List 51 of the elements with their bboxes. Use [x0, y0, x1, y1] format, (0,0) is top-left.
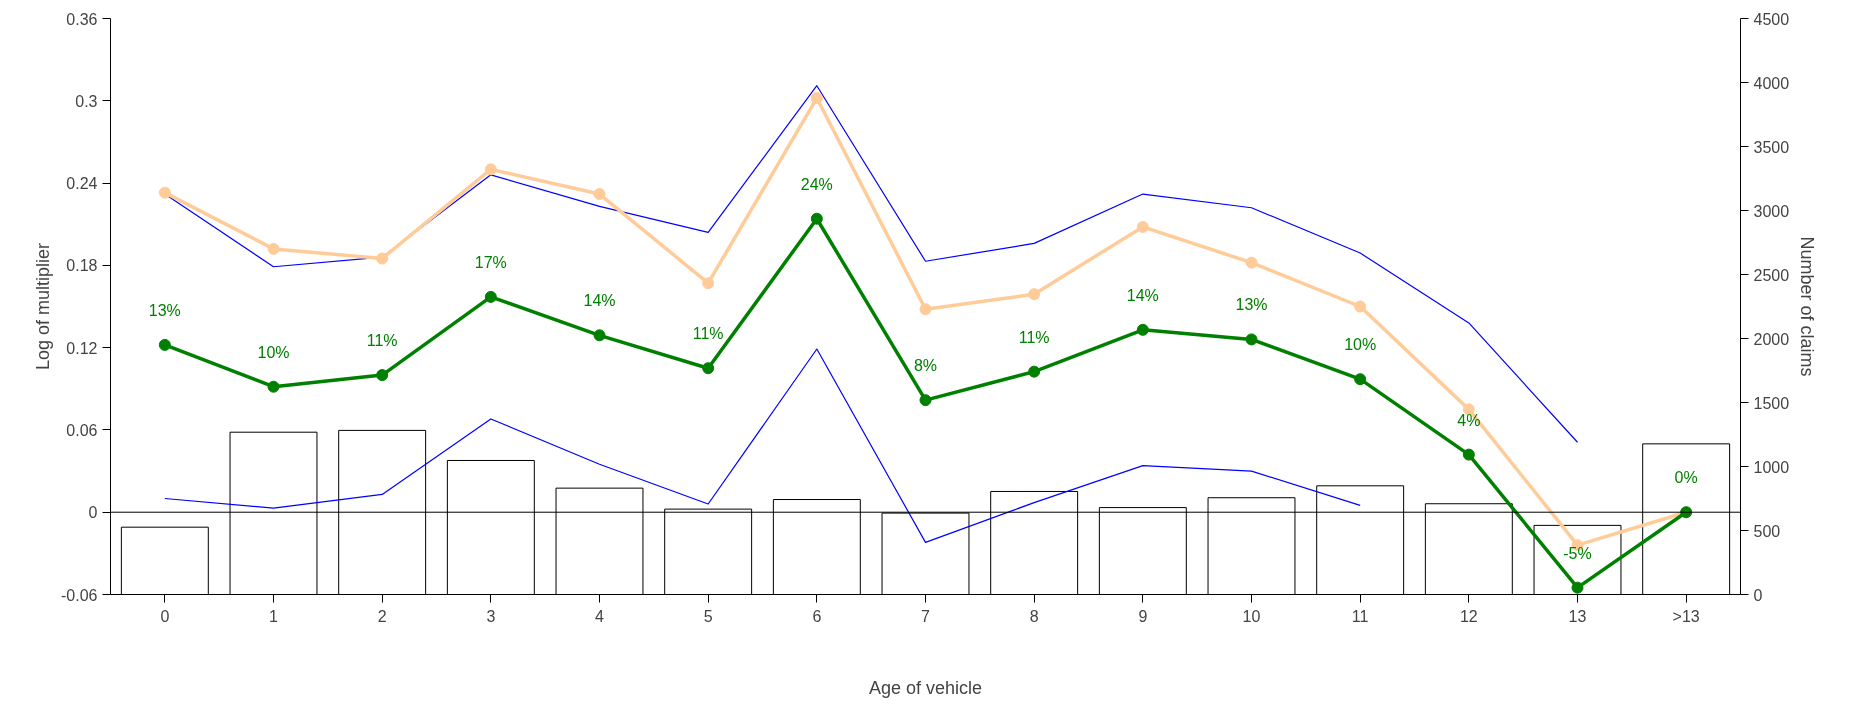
y2-tick-label: 4000: [1753, 74, 1790, 92]
y2-tick-label: 3500: [1753, 138, 1790, 156]
annotation: 14%: [583, 292, 616, 310]
annotation: 17%: [474, 253, 507, 271]
x-axis-title: Age of vehicle: [868, 677, 983, 698]
y2-tick-label: 1000: [1753, 458, 1790, 476]
y-axis-title: Log of multiplier: [33, 242, 54, 371]
y-tick-label: 0.18: [66, 257, 98, 275]
x-tick-label: 12: [1459, 607, 1478, 625]
x-tick-label: 8: [1029, 607, 1039, 625]
x-tick-label: 2: [377, 607, 387, 625]
y2-tick-label: 1500: [1753, 394, 1790, 412]
x-tick-label: 1: [269, 607, 279, 625]
y2-axis-title: Number of claims: [1797, 236, 1818, 377]
y2-tick-label: 2500: [1753, 266, 1790, 284]
y-tick-label: -0.06: [61, 586, 98, 604]
x-tick-label: 13: [1568, 607, 1587, 625]
x-tick-label: 10: [1242, 607, 1261, 625]
annotation: 11%: [366, 332, 398, 350]
x-tick-label: 4: [595, 607, 605, 625]
annotation: -5%: [1563, 544, 1592, 562]
y2-tick-label: 4500: [1753, 10, 1790, 28]
annotation: 11%: [692, 325, 724, 343]
x-tick-label: 11: [1351, 607, 1369, 625]
x-tick-label: 9: [1138, 607, 1148, 625]
y2-tick-label: 3000: [1753, 202, 1790, 220]
y-tick-label: 0.24: [66, 175, 98, 193]
annotation: 8%: [913, 357, 938, 375]
x-tick-label: 3: [486, 607, 496, 625]
annotation: 13%: [1235, 296, 1268, 314]
y-tick-label: 0: [88, 504, 98, 522]
annotation: 10%: [1344, 336, 1377, 354]
annotation: 0%: [1674, 469, 1698, 487]
y2-tick-label: 2000: [1753, 330, 1790, 348]
y2-tick-label: 500: [1753, 522, 1781, 540]
annotation: 24%: [800, 175, 833, 193]
y-tick-label: 0.06: [66, 421, 98, 439]
y2-tick-label: 0: [1753, 586, 1763, 604]
y-tick-label: 0.36: [66, 10, 98, 28]
y-tick-label: 0.12: [66, 339, 98, 357]
x-tick-label: 6: [812, 607, 822, 625]
x-tick-label: >13: [1672, 607, 1700, 625]
y-tick-label: 0.3: [75, 92, 98, 110]
annotation: 10%: [257, 343, 290, 361]
annotation: 4%: [1457, 411, 1481, 429]
annotation: 13%: [148, 301, 181, 319]
annotation: 14%: [1126, 286, 1159, 304]
x-tick-label: 0: [160, 607, 170, 625]
annotation: 11%: [1018, 328, 1050, 346]
x-tick-label: 7: [921, 607, 931, 625]
x-tick-label: 5: [703, 607, 713, 625]
